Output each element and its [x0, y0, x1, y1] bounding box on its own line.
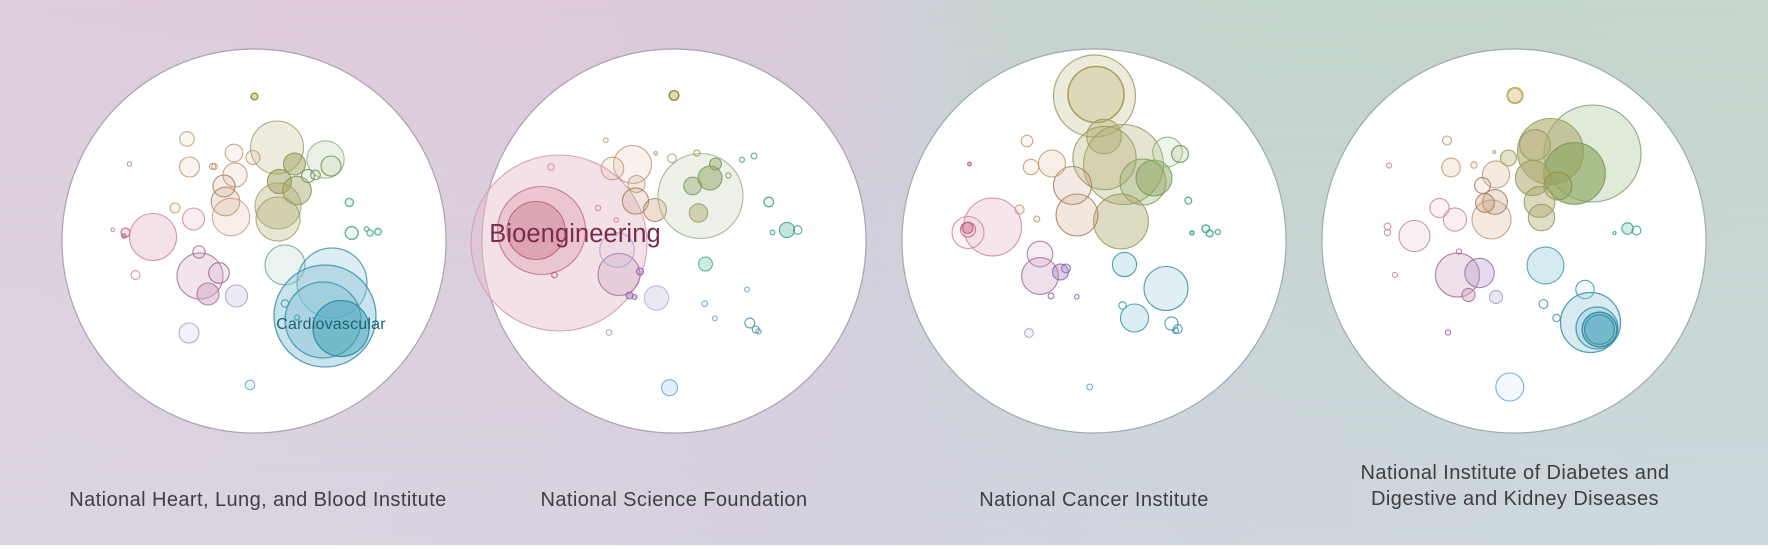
svg-text:National Institute of Diabetes: National Institute of Diabetes and — [1361, 462, 1670, 484]
svg-text:National Cancer Institute: National Cancer Institute — [979, 489, 1209, 511]
svg-text:Bioengineering: Bioengineering — [489, 220, 661, 248]
svg-text:Digestive and Kidney Diseases: Digestive and Kidney Diseases — [1371, 488, 1659, 510]
svg-text:Cardiovascular: Cardiovascular — [276, 316, 386, 333]
svg-text:National Science Foundation: National Science Foundation — [540, 489, 807, 511]
svg-text:National Heart, Lung, and Bloo: National Heart, Lung, and Blood Institut… — [69, 489, 446, 511]
